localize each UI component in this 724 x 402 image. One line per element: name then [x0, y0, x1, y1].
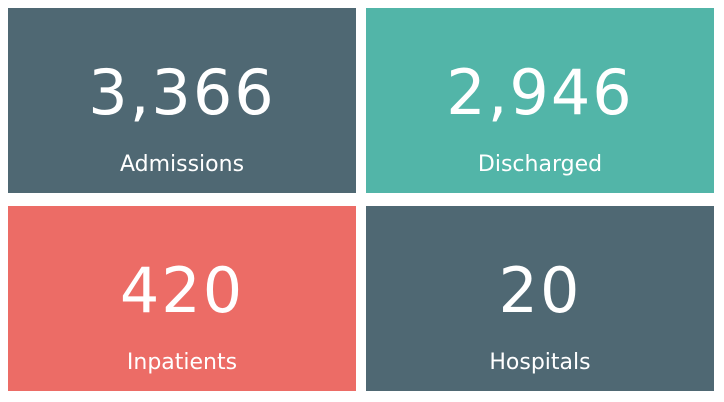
kpi-value: 420: [119, 254, 245, 327]
kpi-value: 2,946: [446, 56, 634, 129]
kpi-card: 20 Hospitals: [366, 206, 714, 391]
kpi-card: 420 Inpatients: [8, 206, 356, 391]
kpi-value: 20: [498, 254, 582, 327]
kpi-value: 3,366: [88, 56, 276, 129]
kpi-label: Admissions: [119, 152, 245, 177]
kpi-label: Hospitals: [489, 350, 591, 375]
kpi-label: Discharged: [477, 152, 603, 177]
kpi-card: 3,366 Admissions: [8, 8, 356, 193]
kpi-card: 2,946 Discharged: [366, 8, 714, 193]
kpi-label: Inpatients: [126, 350, 238, 375]
